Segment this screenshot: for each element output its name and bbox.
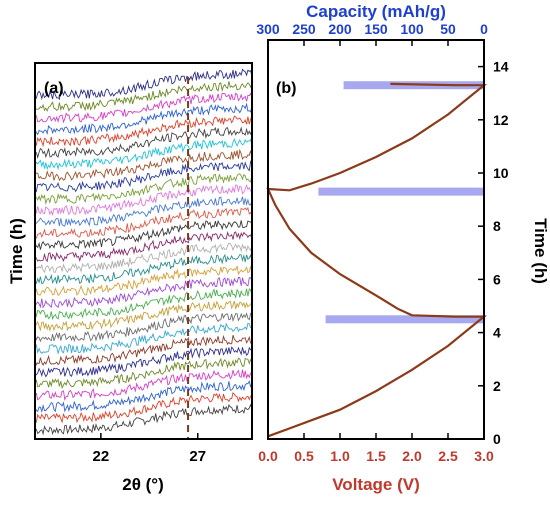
time-tick-label: 6 [493,271,501,287]
capacity-tick-label: 200 [328,21,352,37]
xrd-trace [34,288,253,320]
voltage-tick-label: 2.0 [402,448,422,464]
panel-b-voltage-ticks: 0.0 0.5 1.0 1.5 2.0 2.5 3.0 [258,433,494,464]
voltage-tick-label: 1.5 [366,448,386,464]
capacity-tick-label: 300 [256,21,280,37]
xrd-trace [34,300,253,332]
xrd-trace [34,334,253,366]
xrd-trace [34,312,253,343]
xrd-trace [34,253,253,285]
x-tick-label: 27 [189,448,206,465]
voltage-tick-label: 3.0 [474,448,494,464]
xrd-trace [34,392,253,424]
capacity-tick-label: 0 [480,21,488,37]
xrd-trace [34,380,253,414]
xrd-trace [34,196,253,227]
time-tick-label: 0 [493,431,501,447]
time-tick-label: 4 [493,325,501,341]
xrd-trace [34,160,253,193]
xrd-trace [34,265,253,296]
xrd-trace [34,369,253,402]
xrd-trace [34,92,253,124]
xrd-trace [34,115,253,148]
xrd-trace [34,276,253,309]
capacity-tick-label: 250 [292,21,316,37]
xrd-trace [34,206,253,239]
xrd-trace [34,357,253,390]
xrd-trace [34,242,253,274]
xrd-trace [34,126,253,160]
panel-a-frame [34,62,253,440]
xrd-trace [34,230,253,263]
time-tick-label: 12 [493,112,509,128]
panel-a: 22 27 (a) 2θ (°) Time (h) [7,62,253,494]
time-tick-label: 14 [493,59,509,75]
xrd-trace [34,68,253,101]
capacity-tick-label: 50 [440,21,456,37]
voltage-time-curve [266,82,488,438]
capacity-tick-label: 150 [364,21,388,37]
xrd-trace [34,403,253,436]
panel-a-label: (a) [44,80,64,97]
panel-b: 0.0 0.5 1.0 1.5 2.0 2.5 3.0 300 250 200 150 100 50 0… [256,2,550,494]
xrd-traces [34,68,253,436]
panel-b-y-axis-label: Time (h) [531,218,550,284]
xrd-trace [34,137,253,171]
xrd-trace [34,184,253,217]
panel-a-y-axis-label: Time (h) [7,218,26,284]
capacity-bar [318,187,484,196]
time-tick-label: 8 [493,218,501,234]
time-tick-label: 2 [493,378,501,394]
panel-b-label: (b) [276,80,296,97]
capacity-tick-label: 100 [400,21,424,37]
xrd-trace [34,102,253,136]
voltage-tick-label: 0.5 [294,448,314,464]
xrd-trace [34,346,253,378]
capacity-bar [325,315,484,324]
x-tick-label: 22 [93,448,110,465]
panel-a-x-ticks: 22 27 [93,433,206,465]
xrd-trace [34,322,253,355]
panel-b-top-axis-label: Capacity (mAh/g) [306,2,446,21]
voltage-tick-label: 0.0 [258,448,278,464]
voltage-tick-label: 1.0 [330,448,350,464]
xrd-trace [34,173,253,205]
panel-b-capacity-ticks: 300 250 200 150 100 50 0 [256,21,488,46]
time-tick-label: 10 [493,165,509,181]
xrd-trace [34,81,253,112]
xrd-trace [34,148,253,182]
xrd-trace [34,219,253,250]
voltage-tick-label: 2.5 [438,448,458,464]
panel-b-x-axis-label: Voltage (V) [332,475,420,494]
panel-a-x-axis-label: 2θ (°) [122,475,164,494]
panel-b-time-ticks: 0 2 4 6 8 10 12 14 [478,59,509,447]
capacity-bars [318,81,484,324]
